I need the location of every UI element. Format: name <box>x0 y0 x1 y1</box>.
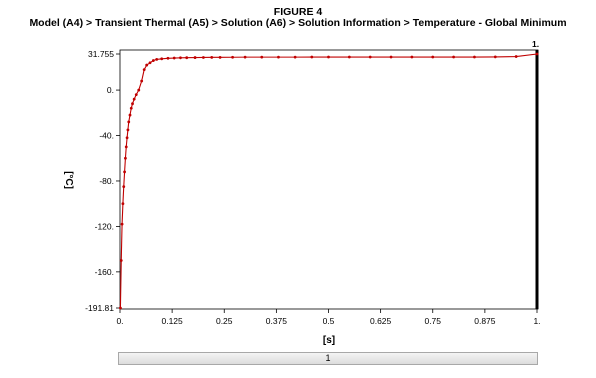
data-point <box>431 55 435 59</box>
y-tick-label: -191.81 <box>85 303 114 313</box>
x-axis-label: [s] <box>323 335 335 346</box>
data-point <box>140 79 144 83</box>
y-tick-label: -80. <box>99 176 114 186</box>
data-point <box>126 128 130 132</box>
data-point <box>129 106 133 110</box>
data-point <box>124 156 127 160</box>
data-point <box>473 55 476 59</box>
data-point <box>179 56 182 60</box>
data-point <box>166 56 170 60</box>
data-point <box>293 55 297 59</box>
data-point <box>155 58 159 61</box>
figure-breadcrumb: Model (A4) > Transient Thermal (A5) > So… <box>29 17 567 29</box>
data-point <box>277 55 280 59</box>
data-point <box>148 61 152 65</box>
data-point <box>327 55 330 59</box>
data-point <box>131 102 134 106</box>
data-point <box>127 120 131 124</box>
data-point <box>172 56 176 60</box>
data-point <box>142 68 146 72</box>
series-line <box>119 53 538 309</box>
data-point <box>119 259 123 262</box>
data-point <box>347 55 351 59</box>
series-layer <box>119 52 539 310</box>
data-point <box>210 55 214 59</box>
data-point <box>185 56 189 60</box>
y-tick-label: 0. <box>107 85 114 95</box>
x-tick-label: 0.5 <box>323 316 335 326</box>
data-point <box>145 63 149 67</box>
x-tick-label: 0.625 <box>370 316 392 326</box>
figure-title: FIGURE 4 <box>273 6 323 18</box>
x-tick-label: 1. <box>533 316 540 326</box>
y-tick-label: -120. <box>95 221 114 231</box>
data-point <box>125 136 129 140</box>
data-point <box>310 55 314 59</box>
data-point <box>243 55 247 59</box>
data-point <box>122 185 126 189</box>
x-tick-label: 0.125 <box>161 316 183 326</box>
plot-frame <box>119 49 539 310</box>
data-point <box>123 170 126 174</box>
data-point <box>124 145 128 149</box>
y-axis-ticks: 31.755 0. -40. -80. -120. -160. -191.81 <box>85 49 120 313</box>
data-point <box>121 202 125 206</box>
data-point <box>368 55 372 59</box>
data-point <box>120 222 124 226</box>
data-point <box>202 56 205 59</box>
data-point <box>260 55 264 59</box>
data-point <box>410 55 414 59</box>
y-axis-label: [°C] <box>63 171 74 189</box>
data-point <box>389 55 393 59</box>
x-tick-label: 0.875 <box>474 316 496 326</box>
data-point <box>231 55 234 59</box>
data-point <box>514 55 518 58</box>
y-tick-label: -160. <box>95 267 114 277</box>
data-point <box>160 57 164 61</box>
data-point <box>493 55 497 59</box>
data-point <box>452 55 455 59</box>
timeline-bar[interactable]: 1 <box>118 352 538 365</box>
x-tick-label: 0.25 <box>216 316 233 326</box>
x-axis-ticks: 0. 0.125 0.25 0.375 0.5 0.625 0.75 0.875 1. <box>116 309 541 326</box>
data-point <box>218 55 222 59</box>
data-point <box>535 52 539 56</box>
data-point <box>137 88 141 92</box>
time-cursor-label: 1. <box>532 39 539 49</box>
data-point <box>134 93 138 97</box>
data-point <box>132 97 136 101</box>
data-point <box>128 113 132 117</box>
x-tick-label: 0. <box>116 316 123 326</box>
data-point <box>193 56 197 59</box>
y-tick-label: -40. <box>99 131 114 141</box>
data-point <box>151 59 155 62</box>
x-tick-label: 0.375 <box>266 316 288 326</box>
data-point <box>119 306 122 310</box>
y-tick-label: 31.755 <box>88 49 114 59</box>
x-tick-label: 0.75 <box>424 316 441 326</box>
